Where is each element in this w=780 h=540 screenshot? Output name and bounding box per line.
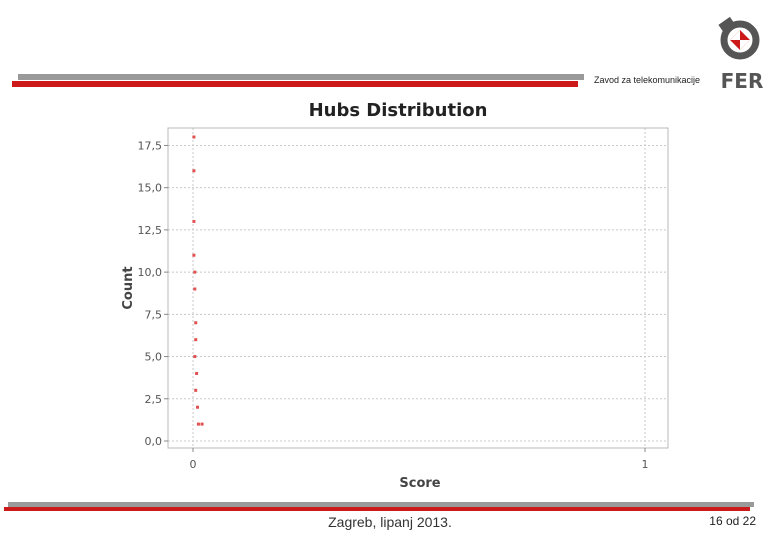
footer-rule-red xyxy=(4,507,750,511)
y-axis-ticks: 0,0 2,5 5,0 7,5 10,0 12,5 15,0 17,5 xyxy=(138,139,168,448)
grid-lines xyxy=(168,128,668,448)
y-axis-label: Count xyxy=(121,266,136,309)
fer-logo: FER xyxy=(718,16,764,92)
plot-frame xyxy=(167,127,669,449)
header-rule-gray xyxy=(18,74,584,80)
data-point xyxy=(193,287,197,291)
y-tick-label: 0,0 xyxy=(145,435,163,448)
data-point xyxy=(194,338,198,342)
fer-emblem-icon xyxy=(718,16,760,60)
page-number: 16 od 22 xyxy=(709,514,756,528)
data-point xyxy=(195,371,199,375)
data-points xyxy=(192,135,204,426)
y-tick-label: 12,5 xyxy=(138,224,163,237)
footer-place-date: Zagreb, lipanj 2013. xyxy=(328,514,452,530)
data-point xyxy=(193,270,197,274)
data-point xyxy=(194,321,198,325)
y-tick-label: 10,0 xyxy=(138,266,163,279)
department-name: Zavod za telekomunikacije xyxy=(594,75,701,85)
y-tick-label: 15,0 xyxy=(138,182,163,195)
data-point xyxy=(194,388,198,392)
x-axis-label: Score xyxy=(399,476,440,491)
y-tick-label: 7,5 xyxy=(145,308,163,321)
x-tick-label: 0 xyxy=(190,458,197,471)
data-point xyxy=(200,422,204,426)
y-tick-label: 2,5 xyxy=(145,393,163,406)
y-tick-label: 5,0 xyxy=(145,351,163,364)
data-point xyxy=(196,405,200,409)
chart-title: Hubs Distribution xyxy=(309,100,488,121)
y-tick-label: 17,5 xyxy=(138,139,163,152)
data-point xyxy=(192,253,196,257)
svg-text:FER: FER xyxy=(721,69,764,92)
x-tick-label: 1 xyxy=(642,458,649,471)
footer-rule-gray xyxy=(8,502,754,507)
data-point xyxy=(192,135,196,139)
data-point xyxy=(193,355,197,359)
data-point xyxy=(192,169,196,173)
data-point xyxy=(192,219,196,223)
header-rule-red xyxy=(12,81,578,87)
data-point xyxy=(196,422,200,426)
